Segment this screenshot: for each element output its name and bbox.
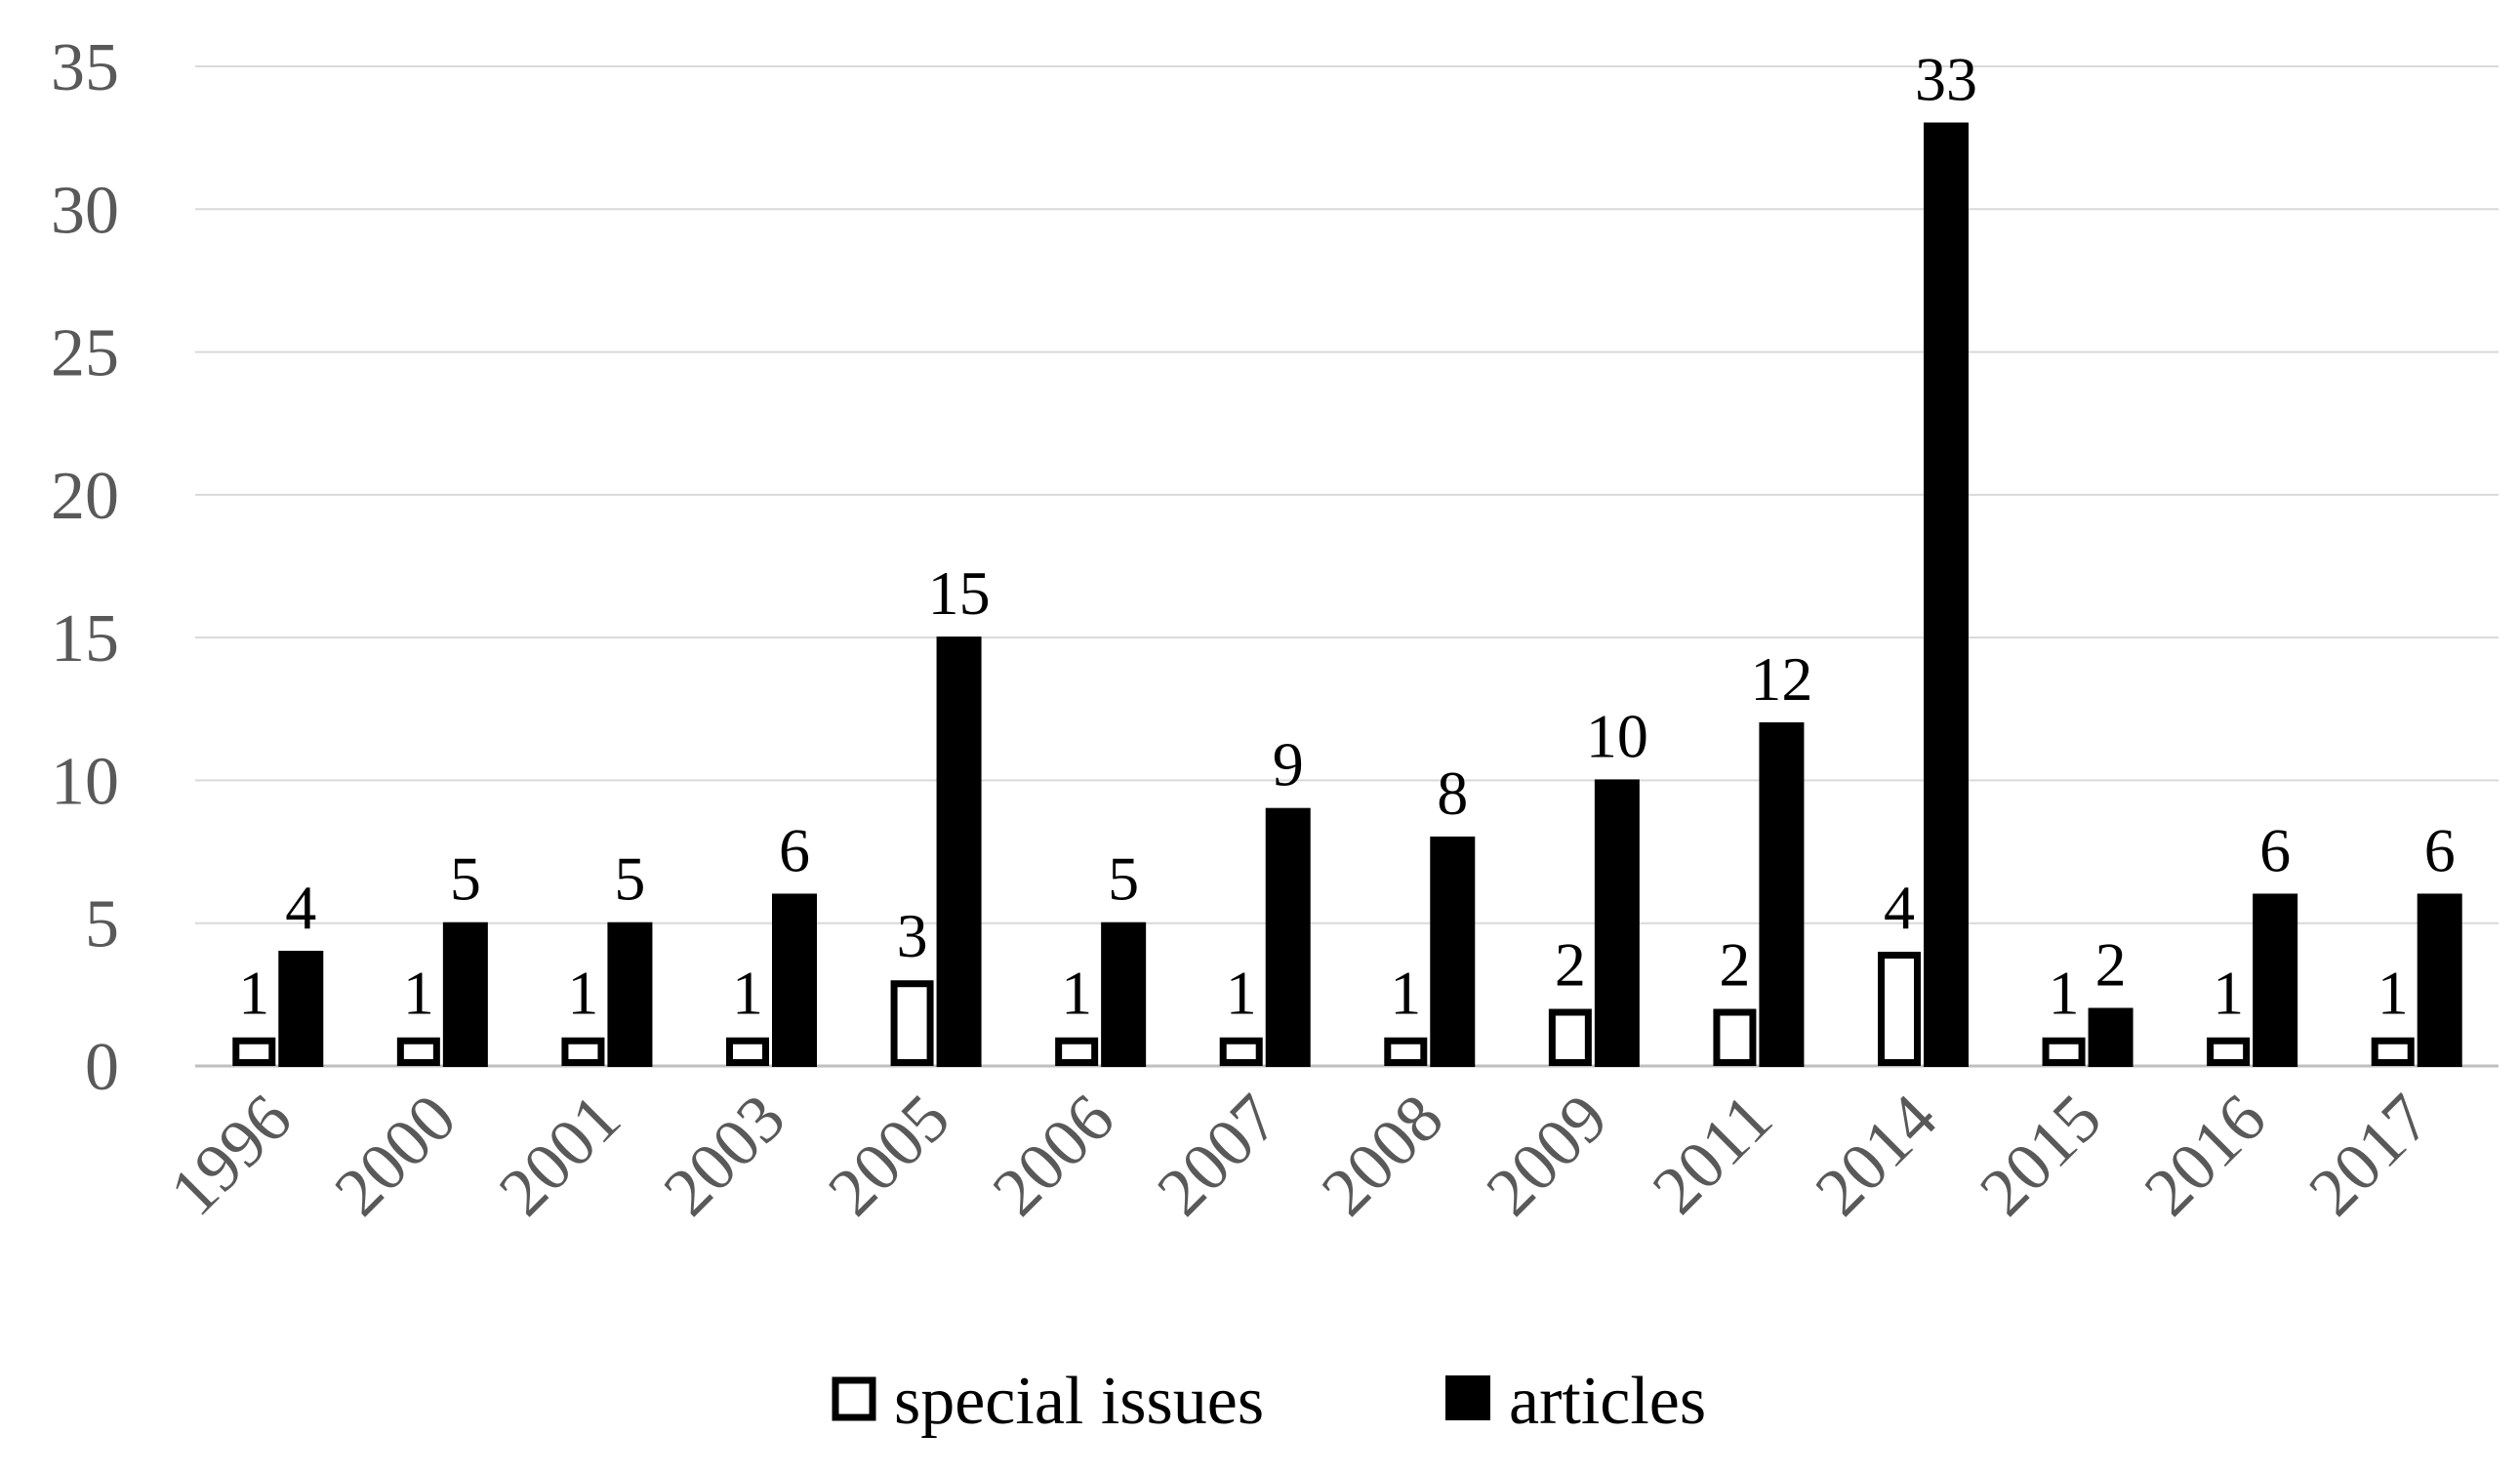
x-tick-label: 2014 [1802, 1081, 1951, 1230]
x-tick-label: 2017 [2296, 1081, 2445, 1230]
legend-label-articles: articles [1509, 1364, 1706, 1439]
x-tick-label: 1996 [156, 1081, 305, 1230]
bar-special-issues-2009 [1548, 1008, 1592, 1067]
data-label: 2 [1555, 929, 1586, 999]
x-tick-label: 2011 [1639, 1081, 1787, 1229]
bar-special-issues-2005 [890, 980, 934, 1067]
bar-articles-2016 [2253, 893, 2298, 1068]
bar-special-issues-2016 [2207, 1037, 2251, 1066]
x-tick-label: 2003 [650, 1081, 799, 1230]
data-label: 9 [1273, 730, 1304, 799]
x-tick-label: 2015 [1966, 1081, 2115, 1230]
y-tick-label: 35 [51, 30, 119, 105]
y-tick-label: 5 [85, 887, 119, 963]
bar-special-issues-2015 [2042, 1037, 2086, 1066]
bar-articles-2001 [607, 922, 653, 1068]
bar-articles-2009 [1594, 779, 1640, 1068]
data-label: 15 [928, 558, 991, 628]
x-tick-label: 2009 [1473, 1081, 1622, 1230]
x-axis-ticks: 1996 2000 2001 2003 2005 2006 2007 2008 2009 2011… [156, 1081, 2445, 1230]
data-label: 1 [403, 959, 434, 1028]
data-label: 6 [2259, 815, 2291, 884]
bar-articles-2014 [1924, 122, 1969, 1067]
data-label: 5 [450, 844, 481, 914]
data-label: 1 [1226, 959, 1257, 1028]
bar-special-issues-1996 [232, 1037, 276, 1066]
x-tick-label: 2008 [1308, 1081, 1457, 1230]
x-tick-label: 2000 [321, 1081, 470, 1230]
y-tick-label: 15 [51, 601, 119, 676]
bar-articles-2015 [2088, 1007, 2134, 1068]
bar-articles-2011 [1759, 721, 1805, 1068]
legend-label-special-issues: special issues [894, 1364, 1264, 1439]
bar-articles-2006 [1101, 922, 1147, 1068]
data-label: 12 [1750, 644, 1812, 714]
data-label: 1 [2378, 959, 2409, 1028]
bar-articles-2005 [936, 636, 982, 1068]
bar-articles-2003 [772, 893, 817, 1068]
data-label: 10 [1586, 701, 1648, 770]
legend-swatch-articles [1445, 1375, 1490, 1420]
bar-special-issues-2006 [1055, 1037, 1099, 1066]
y-tick-label: 10 [51, 744, 119, 819]
x-tick-label: 2016 [2131, 1081, 2280, 1230]
y-tick-label: 0 [85, 1030, 119, 1105]
y-tick-label: 30 [51, 173, 119, 248]
y-tick-label: 20 [51, 459, 119, 534]
data-label: 1 [567, 959, 598, 1028]
bar-special-issues-2008 [1384, 1037, 1428, 1066]
y-axis-ticks: 0 5 10 15 20 25 30 35 [51, 30, 119, 1105]
data-label: 1 [732, 959, 763, 1028]
data-label: 4 [1884, 873, 1915, 942]
data-label: 1 [1390, 959, 1421, 1028]
bar-special-issues-2014 [1878, 951, 1921, 1067]
bar-articles-2017 [2417, 893, 2462, 1068]
x-tick-label: 2007 [1144, 1081, 1293, 1230]
data-label: 1 [2049, 959, 2080, 1028]
x-tick-label: 2001 [485, 1081, 634, 1230]
bar-special-issues-2007 [1219, 1037, 1263, 1066]
bar-special-issues-2001 [561, 1037, 605, 1066]
bar-special-issues-2003 [726, 1037, 769, 1066]
data-label: 6 [2424, 815, 2456, 884]
data-label: 8 [1437, 758, 1468, 828]
data-label: 1 [2213, 959, 2244, 1028]
bar-articles-2007 [1265, 807, 1311, 1068]
data-label: 3 [897, 901, 928, 970]
gridlines [195, 65, 2499, 1068]
data-label: 6 [779, 815, 810, 884]
data-label: 4 [285, 873, 316, 942]
bar-articles-1996 [278, 950, 324, 1068]
y-tick-label: 25 [51, 316, 119, 391]
data-label: 1 [238, 959, 269, 1028]
data-label: 5 [614, 844, 645, 914]
data-label: 1 [1061, 959, 1092, 1028]
data-label: 2 [2095, 929, 2127, 999]
bars [232, 122, 2462, 1068]
x-tick-label: 2005 [814, 1081, 963, 1230]
bar-articles-2000 [442, 922, 488, 1068]
bar-special-issues-2011 [1713, 1008, 1757, 1067]
x-tick-label: 2006 [979, 1081, 1128, 1230]
data-label: 2 [1719, 929, 1750, 999]
legend-swatch-special-issues [832, 1376, 876, 1421]
bar-articles-2008 [1430, 836, 1476, 1068]
legend: special issues articles [832, 1364, 1706, 1439]
data-label: 5 [1108, 844, 1139, 914]
bar-special-issues-2017 [2371, 1037, 2415, 1066]
bar-special-issues-2000 [396, 1037, 440, 1066]
data-label: 33 [1915, 45, 1977, 114]
